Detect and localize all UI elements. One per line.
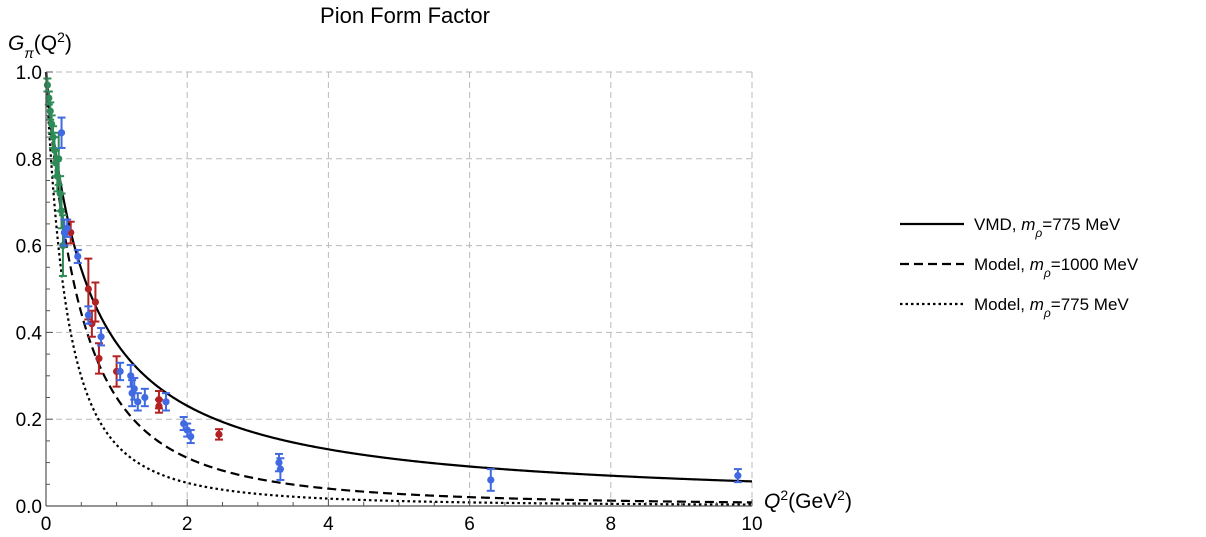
data-point — [126, 363, 135, 388]
x-tick-label: 10 — [741, 514, 762, 535]
data-point — [73, 248, 82, 264]
data-marker — [57, 129, 66, 137]
data-point — [58, 214, 67, 277]
data-marker — [187, 432, 195, 441]
data-marker — [162, 398, 170, 406]
y-axis-label: Gπ(Q2) — [8, 29, 72, 61]
data-marker — [141, 393, 149, 402]
data-marker — [63, 224, 71, 232]
data-point — [276, 457, 285, 481]
data-point — [162, 392, 171, 412]
y-tick-label: 0.2 — [16, 410, 42, 431]
x-tick-label: 8 — [606, 514, 617, 535]
data-point — [130, 376, 139, 401]
data-layer — [43, 77, 742, 492]
curve-vmd — [44, 71, 753, 483]
data-marker — [84, 311, 92, 319]
data-point — [133, 392, 142, 412]
data-point — [94, 342, 103, 375]
tick-layer: 0 2 4 6 8 10 0.0 0.2 0.4 0.6 0.8 1.0 — [16, 63, 763, 535]
x-tick-label: 6 — [464, 514, 475, 535]
data-marker — [215, 430, 223, 438]
data-marker — [276, 465, 284, 473]
y-axis-label-argument: (Q — [34, 32, 57, 55]
x-tick-label: 4 — [323, 514, 334, 535]
legend-item-model-775: Model, mρ=775 MeV — [900, 295, 1129, 320]
y-tick-label: 0.4 — [16, 323, 43, 344]
data-marker — [97, 333, 105, 341]
data-marker — [57, 207, 66, 215]
x-tick-label: 2 — [182, 514, 193, 535]
data-marker — [95, 354, 103, 363]
data-point — [186, 429, 195, 445]
data-marker — [275, 459, 283, 467]
axis-layer — [45, 72, 752, 507]
data-point — [97, 327, 106, 347]
data-point — [154, 398, 163, 414]
legend-label-model-775: Model, mρ=775 MeV — [974, 295, 1129, 320]
x-axis-label-superscript: 2 — [780, 487, 788, 503]
y-axis-label-symbol: G — [8, 32, 24, 55]
y-axis-label-close: ) — [65, 32, 72, 55]
legend-item-model-1000: Model, mρ=1000 MeV — [900, 255, 1139, 280]
y-axis-label-superscript: 2 — [57, 29, 65, 45]
curve-layer — [44, 71, 753, 506]
data-point — [91, 281, 100, 323]
data-point — [733, 468, 742, 484]
x-axis-label-close: ) — [845, 490, 852, 513]
data-point — [57, 192, 66, 230]
x-tick-label: 0 — [41, 514, 52, 535]
legend-label-model-1000: Model, mρ=1000 MeV — [974, 255, 1139, 280]
data-marker — [74, 252, 82, 261]
data-point — [214, 428, 223, 441]
data-point — [140, 387, 149, 408]
data-point — [57, 116, 66, 149]
legend: VMD, mρ=775 MeV Model, mρ=1000 MeV Model… — [900, 215, 1139, 320]
data-marker — [84, 285, 92, 293]
data-marker — [46, 107, 54, 115]
curve-model-1000 — [44, 71, 753, 504]
x-axis-label-symbol: Q — [764, 490, 780, 513]
data-point — [43, 77, 52, 93]
x-axis-label-unit-superscript: 2 — [837, 487, 845, 503]
legend-label-vmd: VMD, mρ=775 MeV — [974, 215, 1121, 240]
data-point — [486, 468, 495, 492]
y-tick-label: 0.6 — [16, 237, 42, 258]
chart-title: Pion Form Factor — [320, 3, 490, 28]
data-marker — [55, 155, 63, 163]
data-point — [116, 361, 125, 382]
data-marker — [155, 402, 163, 410]
data-marker — [116, 367, 124, 376]
legend-item-vmd: VMD, mρ=775 MeV — [900, 215, 1121, 240]
data-marker — [487, 476, 495, 484]
x-axis-label: Q2(GeV2) — [764, 487, 852, 513]
y-tick-label: 0.8 — [16, 150, 42, 171]
y-axis-label-subscript: π — [24, 45, 34, 61]
data-marker — [45, 94, 53, 102]
curve-model-775 — [44, 71, 753, 506]
data-point — [84, 305, 93, 325]
data-marker — [91, 298, 100, 306]
grid-layer — [46, 71, 753, 506]
y-tick-label: 0.0 — [16, 497, 42, 518]
data-point — [46, 101, 55, 121]
data-marker — [134, 398, 142, 406]
x-axis-label-unit: (GeV — [788, 490, 837, 513]
y-tick-label: 1.0 — [16, 63, 42, 84]
data-point — [63, 218, 72, 238]
data-marker — [43, 81, 52, 89]
data-marker — [130, 385, 138, 393]
data-marker — [734, 472, 742, 480]
